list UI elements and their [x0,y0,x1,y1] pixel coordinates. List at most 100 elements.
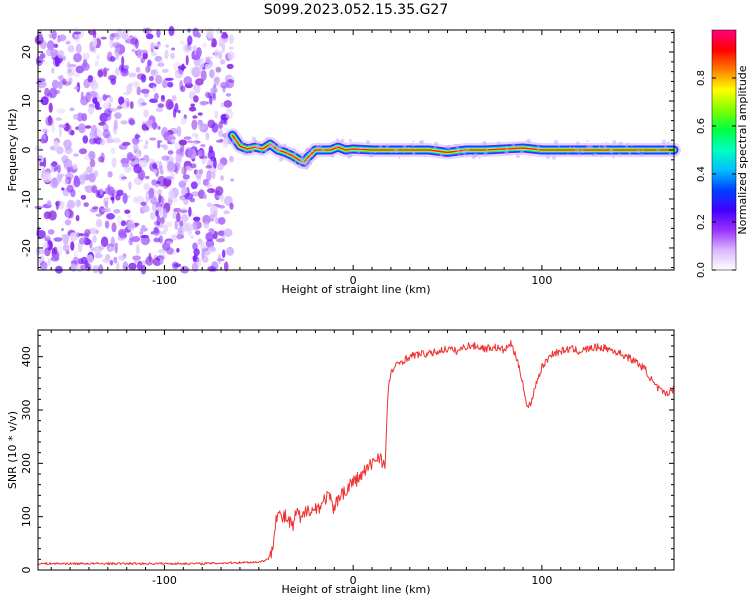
noise-blob [63,139,72,149]
noise-blob [140,201,147,206]
noise-blob [200,144,206,147]
noise-blob [191,119,198,131]
colorbar-label: Normalized spectral amplitude [736,65,749,234]
noise-blob [109,96,114,103]
noise-blob [48,210,57,221]
trace-speckle [630,144,634,147]
noise-blob [141,205,150,213]
noise-blob [78,174,86,181]
noise-blob [92,37,97,48]
trace-speckle [291,156,294,159]
trace-speckle [598,145,601,148]
noise-blob [75,43,82,54]
noise-blob [90,129,95,140]
noise-blob [51,79,59,90]
trace-speckle [465,148,470,153]
noise-blob [121,30,129,40]
noise-blob [127,167,132,171]
y-tick-label: 200 [20,453,33,474]
trace-speckle [625,144,629,148]
noise-blob [128,237,134,246]
noise-blob [222,139,229,149]
noise-blob [66,199,76,209]
noise-blob [174,219,178,230]
noise-blob [180,165,184,175]
noise-blob [54,142,58,152]
noise-blob [167,150,174,155]
noise-blob [172,211,177,220]
noise-blob [192,242,198,251]
noise-blob [155,180,161,185]
trace-speckle [272,144,274,146]
noise-blob [51,67,55,74]
noise-blob [80,96,89,106]
noise-blob [225,93,232,97]
y-tick-label: -20 [20,239,33,257]
noise-blob [73,113,78,120]
noise-blob [104,220,110,229]
noise-blob [150,231,155,235]
noise-blob [152,169,158,174]
noise-blob [220,175,224,181]
noise-blob [103,124,108,130]
noise-blob [99,138,106,146]
noise-blob [107,246,116,252]
noise-blob [82,52,90,60]
noise-blob [192,255,198,260]
noise-blob [229,34,234,44]
noise-blob [83,155,91,161]
noise-blob [124,209,131,214]
noise-blob [48,115,52,126]
trace-speckle [612,156,615,159]
noise-blob [140,74,147,83]
noise-blob [161,155,170,161]
trace-speckle [569,146,572,149]
trace-speckle [331,154,335,158]
noise-blob [92,265,100,274]
noise-blob [115,52,119,60]
noise-blob [136,260,143,271]
noise-blob [177,109,181,114]
noise-blob [175,148,183,157]
noise-blob [61,227,64,232]
trace-speckle [251,146,253,148]
noise-blob [199,100,208,106]
noise-blob [202,42,207,48]
noise-blob [160,216,165,224]
noise-blob [113,242,119,248]
noise-blob [185,222,192,232]
figure-title: S099.2023.052.15.35.G27 [264,2,449,18]
noise-blob [66,210,70,218]
noise-blob [156,28,161,38]
trace-speckle [566,153,569,156]
noise-blob [73,53,82,63]
noise-blob [102,94,107,101]
noise-blob [58,124,66,128]
noise-blob [46,200,52,207]
noise-blob [128,72,137,78]
noise-blob [136,86,141,96]
spectrogram-frame [37,29,675,271]
y-tick-label: -10 [20,190,33,208]
trace-speckle [234,129,237,133]
trace-speckle [401,144,404,147]
noise-blob [191,191,201,197]
trace-speckle [457,154,461,157]
noise-blob [135,66,141,73]
noise-blob [210,87,218,94]
noise-blob [229,155,234,162]
noise-blob [173,107,177,119]
noise-blob [115,193,121,201]
trace-speckle [242,151,247,156]
noise-blob [74,72,80,78]
noise-blob [145,256,154,266]
noise-blob [109,38,114,49]
noise-blob [183,76,193,86]
x-tick-label: -100 [152,574,177,587]
noise-blob [152,121,158,130]
noise-blob [61,187,65,191]
noise-blob [157,142,161,149]
noise-blob [179,220,184,227]
trace-speckle [316,145,320,150]
noise-blob [85,125,92,129]
